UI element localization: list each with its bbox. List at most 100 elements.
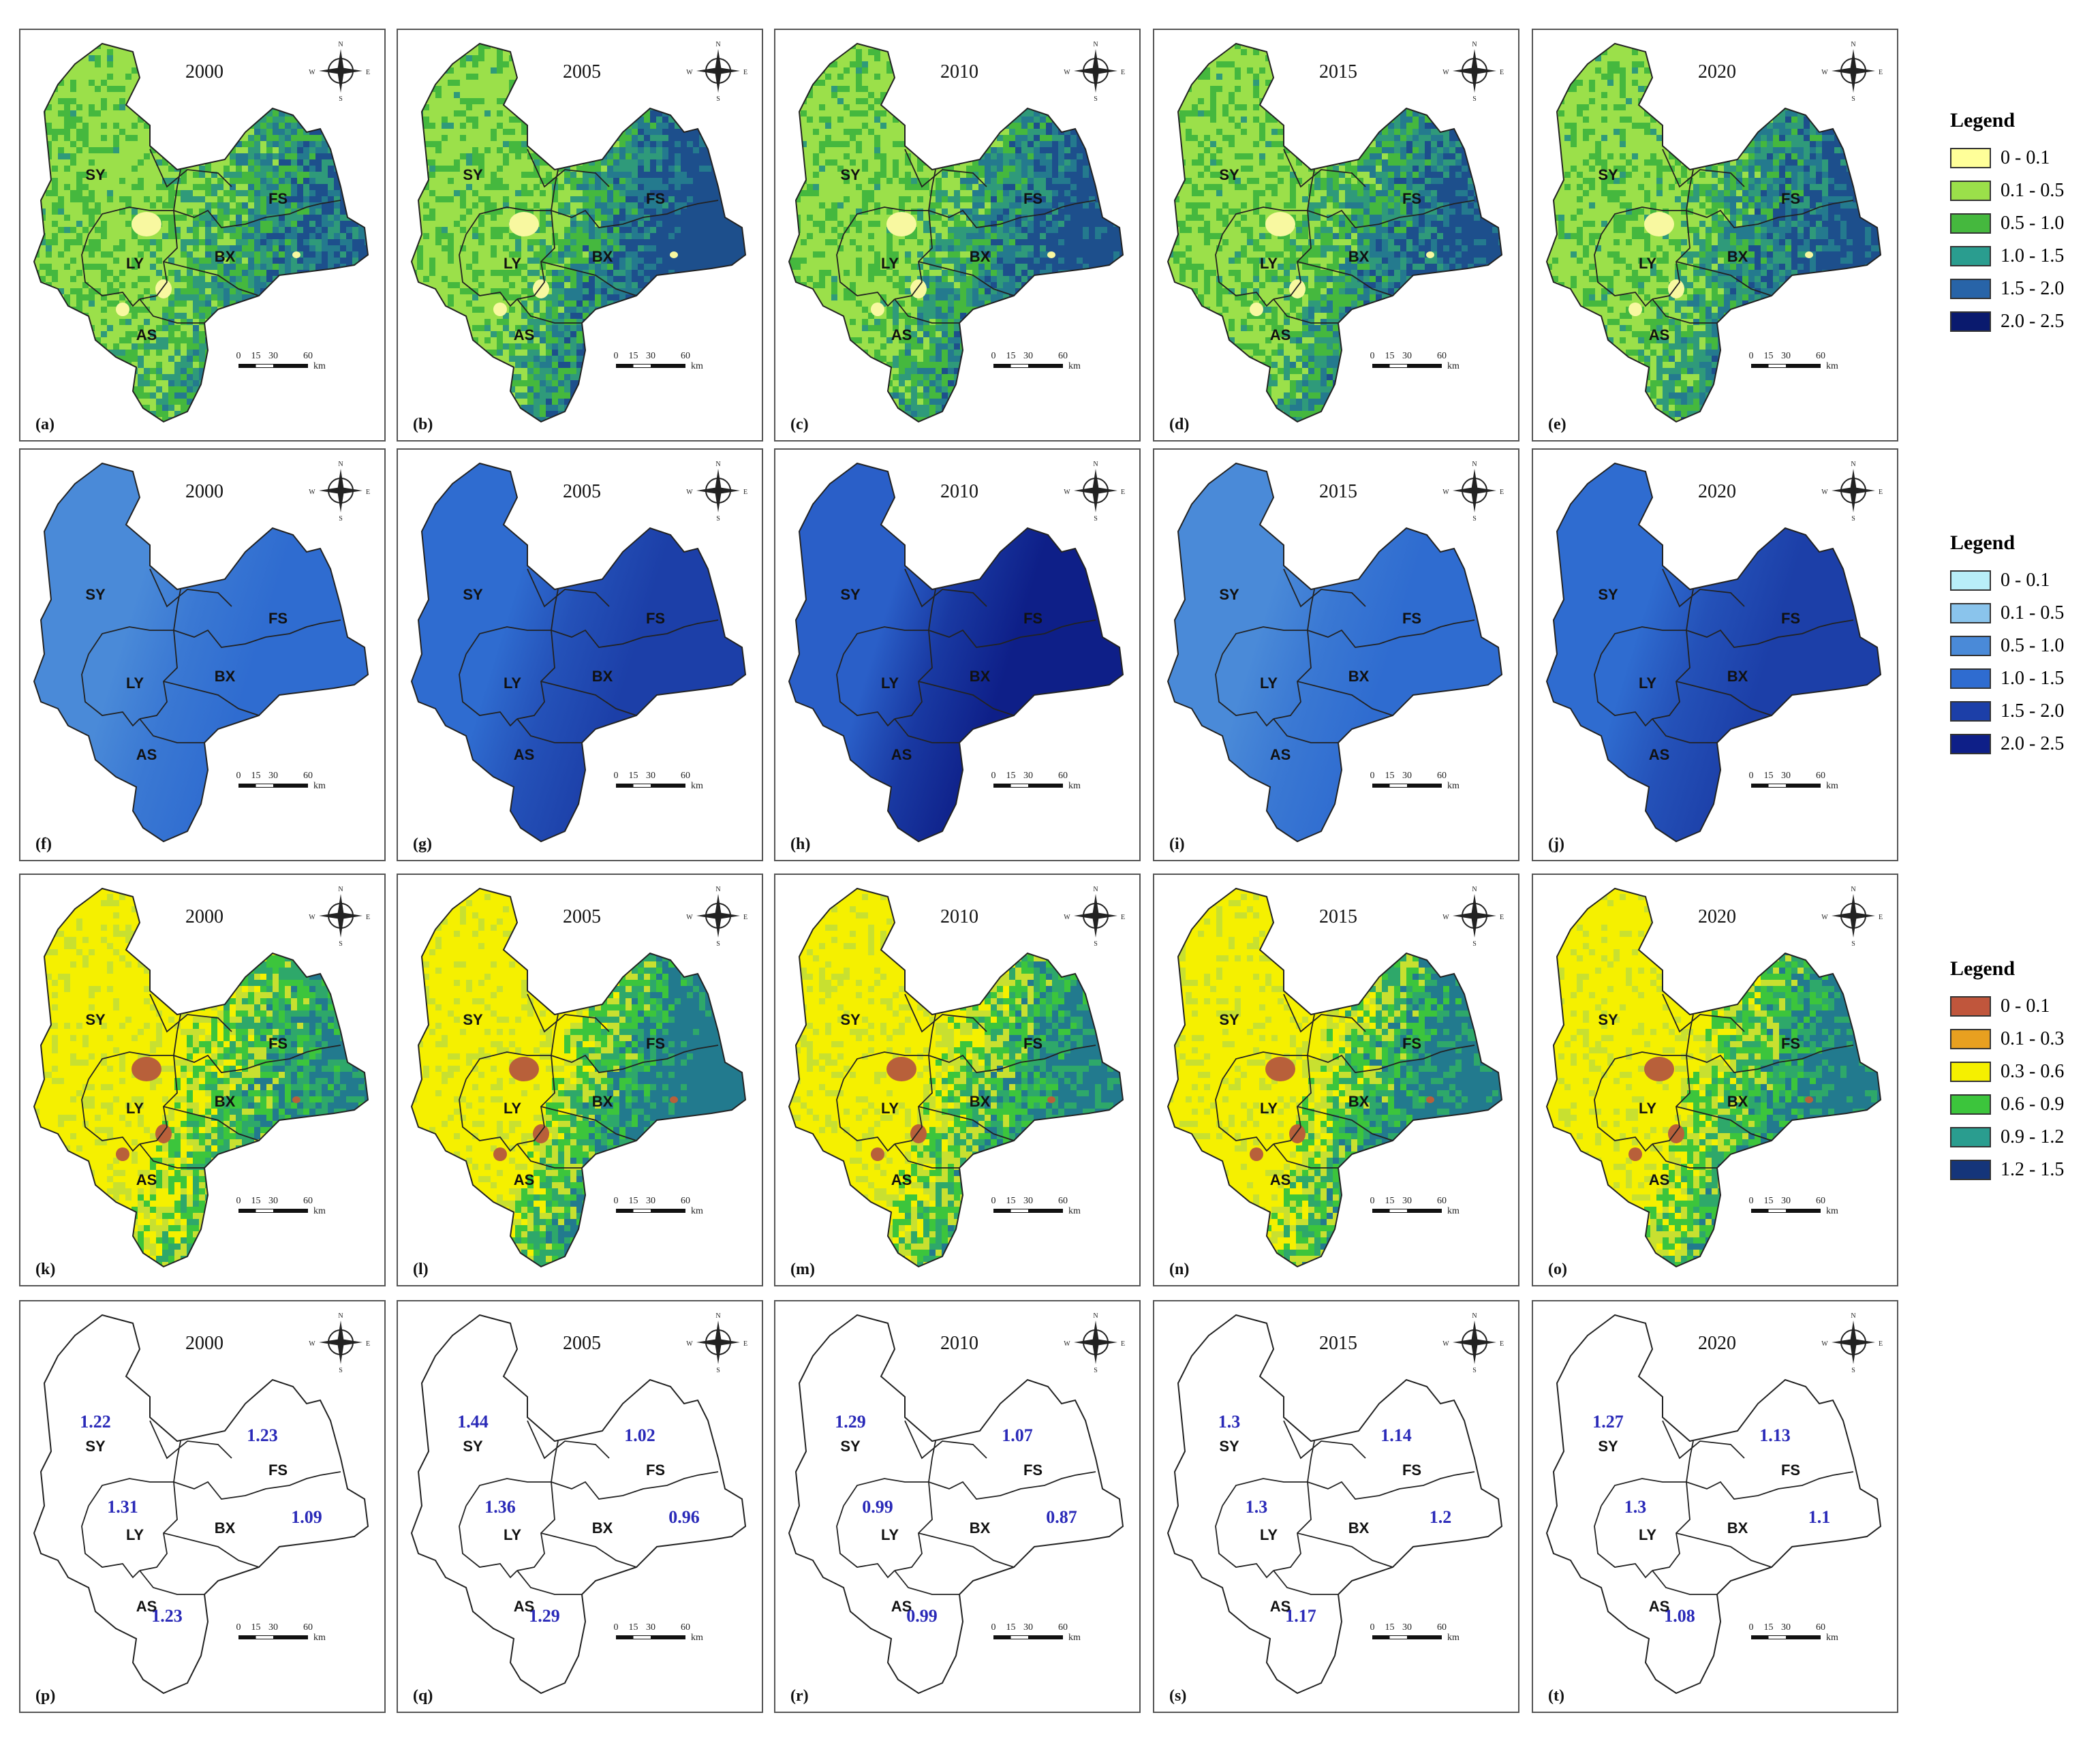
scale-tick-label: 60: [303, 351, 313, 361]
panel-letter: (e): [1548, 416, 1566, 433]
panel-letter: (a): [35, 416, 55, 433]
map-panel-s: SY FS BX LY AS 1.3 1.14 1.2 1.3 1.17 2015 (s) N S E W 0 1…: [1153, 1300, 1519, 1713]
compass-s-label: S: [1472, 1367, 1477, 1374]
compass-n-label: N: [338, 1312, 343, 1320]
map-panel-f: SY FS BX LY AS 2000 (f) N S E W 0 15 30 60 km: [19, 448, 386, 861]
compass-s-label: S: [716, 515, 720, 523]
region-map: [1167, 42, 1503, 423]
scale-unit-label: km: [1826, 1633, 1838, 1643]
compass-icon: N S E W: [1064, 41, 1125, 103]
legend-label: 1.5 - 2.0: [2001, 700, 2064, 722]
compass-icon: N S E W: [309, 1312, 370, 1374]
region-label-sy: SY: [1219, 1438, 1239, 1455]
region-label-ly: LY: [1639, 1100, 1656, 1117]
scale-unit-label: km: [1447, 361, 1460, 371]
scale-tick-label: 30: [1781, 1622, 1791, 1633]
scale-tick-label: 15: [1006, 1196, 1016, 1206]
map-panel-o: SY FS BX LY AS 2020 (o) N S E W 0 15 30 60 km: [1532, 874, 1898, 1286]
region-label-bx: BX: [1348, 1519, 1370, 1536]
panel-year: 2015: [1319, 61, 1357, 82]
scale-tick-label: 30: [1781, 1196, 1791, 1206]
region-label-bx: BX: [970, 1093, 991, 1110]
scale-tick-label: 30: [1023, 1196, 1033, 1206]
region-value-fs: 1.14: [1380, 1425, 1412, 1445]
compass-s-label: S: [1851, 940, 1855, 948]
panel-year: 2020: [1698, 1333, 1736, 1354]
legend-3: Legend 0 - 0.1 0.1 - 0.3 0.3 - 0.6 0.6 - 0.9…: [1950, 957, 2100, 1186]
scale-tick-label: 60: [1058, 351, 1068, 361]
region-label-sy: SY: [1219, 1011, 1239, 1028]
region-value-as: 0.99: [906, 1606, 938, 1626]
panel-year: 2010: [940, 61, 978, 82]
compass-w-label: W: [1442, 914, 1449, 921]
region-label-fs: FS: [1781, 190, 1800, 207]
compass-w-label: W: [309, 489, 315, 496]
compass-n-label: N: [1472, 461, 1477, 468]
compass-w-label: W: [1442, 489, 1449, 496]
compass-w-label: W: [686, 69, 693, 76]
legend-label: 1.0 - 1.5: [2001, 668, 2064, 690]
compass-n-label: N: [1093, 41, 1098, 48]
region-label-as: AS: [891, 326, 912, 343]
scale-tick-label: 60: [1437, 351, 1447, 361]
legend-item: 1.5 - 2.0: [1950, 273, 2100, 305]
region-value-ly: 1.3: [1246, 1497, 1268, 1517]
region-value-fs: 1.02: [624, 1425, 655, 1445]
legend-item: 1.0 - 1.5: [1950, 662, 2100, 695]
scale-tick-label: 60: [1816, 771, 1825, 781]
compass-s-label: S: [716, 1367, 720, 1374]
scale-tick-label: 0: [1370, 1622, 1375, 1633]
region-label-ly: LY: [881, 1526, 899, 1543]
scale-tick-label: 15: [1764, 1622, 1774, 1633]
compass-s-label: S: [1851, 515, 1855, 523]
region-value-ly: 1.36: [484, 1497, 516, 1517]
panel-year: 2015: [1319, 481, 1357, 502]
compass-n-label: N: [1851, 461, 1855, 468]
region-label-sy: SY: [1219, 586, 1239, 603]
scale-tick-label: 60: [1816, 1196, 1825, 1206]
panel-year: 2000: [185, 906, 223, 927]
scale-tick-label: 0: [991, 1196, 996, 1206]
scale-unit-label: km: [691, 361, 703, 371]
region-value-sy: 1.27: [1592, 1412, 1624, 1432]
map-panel-e: SY FS BX LY AS 2020 (e) N S E W 0 15 30 60 km: [1532, 29, 1898, 442]
panel-letter: (h): [790, 835, 810, 853]
map-panel-q: SY FS BX LY AS 1.44 1.02 0.96 1.36 1.29 2005 (q) N S E…: [397, 1300, 763, 1713]
scale-tick-label: 0: [1749, 1196, 1754, 1206]
legend-label: 0 - 0.1: [2001, 995, 2050, 1017]
panel-letter: (p): [35, 1687, 55, 1705]
scale-tick-label: 0: [236, 351, 241, 361]
legend-label: 0 - 0.1: [2001, 570, 2050, 591]
compass-e-label: E: [1879, 489, 1883, 496]
legend-item: 0.6 - 0.9: [1950, 1088, 2100, 1121]
legend-item: 0 - 0.1: [1950, 990, 2100, 1023]
scale-tick-label: 30: [646, 1622, 655, 1633]
legend-item: 1.0 - 1.5: [1950, 240, 2100, 273]
region-label-ly: LY: [504, 675, 521, 692]
region-label-fs: FS: [1023, 610, 1043, 627]
region-value-sy: 1.22: [80, 1412, 111, 1432]
map-panel-g: SY FS BX LY AS 2005 (g) N S E W 0 15 30 60 km: [397, 448, 763, 861]
compass-s-label: S: [1472, 940, 1477, 948]
legend-title: Legend: [1950, 109, 2100, 132]
region-value-fs: 1.23: [247, 1425, 278, 1445]
map-panel-d: SY FS BX LY AS 2015 (d) N S E W 0 15 30 60 km: [1153, 29, 1519, 442]
region-label-as: AS: [1270, 1171, 1291, 1188]
compass-e-label: E: [366, 489, 370, 496]
scale-tick-label: 15: [251, 771, 261, 781]
scale-tick-label: 60: [681, 771, 690, 781]
scale-unit-label: km: [1826, 1206, 1838, 1216]
compass-n-label: N: [715, 886, 720, 893]
legend-label: 0.3 - 0.6: [2001, 1061, 2064, 1083]
region-label-sy: SY: [463, 586, 483, 603]
compass-e-label: E: [1121, 489, 1125, 496]
legend-swatch: [1950, 311, 1991, 332]
legend-item: 0.1 - 0.5: [1950, 597, 2100, 630]
region-map: [33, 887, 369, 1268]
region-map: [788, 887, 1124, 1268]
scale-unit-label: km: [313, 1206, 326, 1216]
